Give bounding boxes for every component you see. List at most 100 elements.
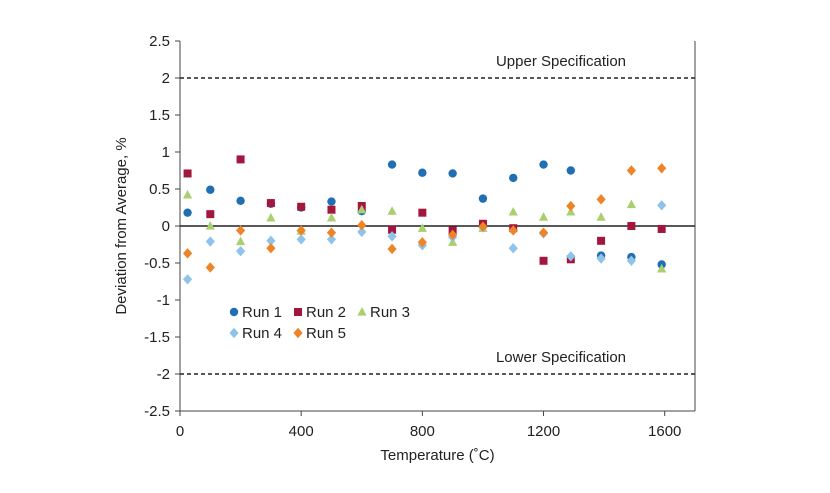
series-5 [182,163,667,273]
data-point [266,235,276,246]
data-point [448,229,458,241]
data-point [418,168,427,177]
reference-lines: Upper Specification Lower Specification [180,53,695,375]
data-point [566,200,576,212]
data-point [417,237,427,248]
data-point [509,173,518,183]
data-point [387,243,397,255]
series-3 [182,189,667,273]
data-point [388,225,397,234]
data-point [357,226,367,238]
data-point [236,155,245,164]
data-point [387,206,397,215]
data-point [266,243,276,254]
legend-marker [294,308,302,316]
data-point [626,199,636,209]
data-point [327,205,336,214]
data-point [235,236,246,246]
legend-marker [357,307,367,316]
y-tick-label: 1 [162,144,170,161]
legend-marker [229,307,239,317]
x-tick-label: 1600 [648,423,681,440]
y-tick-label: -2 [157,366,170,383]
data-point [538,227,549,238]
x-tick-label: 400 [289,423,314,440]
y-tick-label: -0.5 [144,255,170,272]
data-point [417,223,427,232]
data-point [626,255,636,266]
data-point [627,222,636,230]
data-point [448,169,457,178]
legend: Run 1 Run 2 Run 3 Run 4 Run 5 [229,304,410,342]
data-point [206,185,215,194]
data-point [657,263,667,273]
x-axis-ticks: 0 400 800 1200 1600 [176,411,681,440]
data-point [508,225,518,236]
y-axis-ticks: -2.5 -2 -1.5 -1 -0.5 0 0.5 1 1.5 2 2.5 [144,33,180,420]
data-point [478,221,488,232]
y-tick-label: -1 [157,292,170,309]
data-point [297,202,306,211]
y-tick-label: 0.5 [149,181,170,198]
data-point [539,160,548,169]
y-axis-title: Deviation from Average, % [113,137,130,314]
data-point [327,197,336,206]
data-point [566,206,576,216]
data-point [657,224,666,233]
data-point [418,208,427,217]
y-tick-label: 2.5 [149,33,170,50]
legend-label: Run 2 [306,304,346,321]
data-points [182,155,667,285]
data-point [387,160,397,169]
y-tick-label: 1.5 [149,107,170,124]
data-point [182,248,193,259]
data-point [182,189,193,199]
data-point [597,236,606,245]
data-point [508,243,518,254]
x-axis-title: Temperature (˚C) [380,447,494,464]
data-point [326,212,337,222]
data-point [538,212,549,221]
data-point [657,163,667,174]
y-tick-label: -2.5 [144,403,170,420]
data-point [206,210,215,219]
data-point [657,200,667,211]
data-point [508,206,518,216]
data-point [296,234,306,245]
data-point [596,253,606,264]
y-tick-label: 0 [162,218,170,235]
y-tick-label: -1.5 [144,329,170,346]
x-tick-label: 800 [410,423,435,440]
data-point [183,208,192,217]
data-point [266,212,276,222]
data-point [182,274,193,285]
legend-label: Run 4 [242,325,282,342]
data-point [387,231,397,242]
data-point [235,245,246,257]
data-point [326,227,337,238]
legend-label: Run 3 [370,304,410,321]
data-point [296,225,306,236]
y-tick-label: 2 [162,70,170,87]
data-point [566,251,576,262]
data-point [478,194,488,203]
legend-marker [293,327,303,339]
data-point [566,166,575,175]
data-point [626,165,636,176]
data-point [205,236,215,247]
legend-label: Run 5 [306,325,346,342]
data-point [235,225,246,236]
data-point [596,212,606,221]
data-point [357,204,367,214]
data-point [596,194,606,205]
data-point [266,199,275,208]
legend-marker [229,327,239,339]
data-point [539,256,548,265]
reference-line-label: Upper Specification [496,53,626,70]
x-tick-label: 0 [176,423,184,440]
x-tick-label: 1200 [527,423,560,440]
data-point [205,262,215,273]
data-point [183,169,192,178]
legend-label: Run 1 [242,304,282,321]
